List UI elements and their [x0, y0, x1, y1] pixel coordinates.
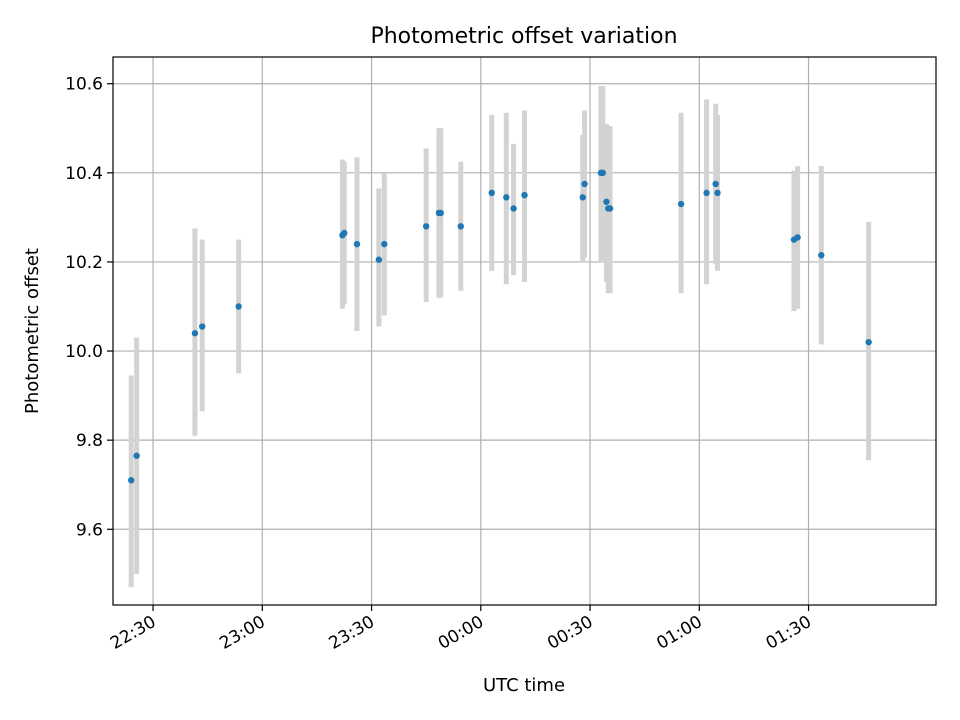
data-point [457, 223, 464, 230]
grid [113, 57, 936, 605]
chart-title: Photometric offset variation [370, 24, 677, 49]
data-point [199, 323, 206, 330]
y-axis: 9.6 9.8 10.0 10.2 10.4 10.6 [65, 75, 113, 540]
data-points [128, 169, 872, 484]
data-point [794, 234, 801, 241]
y-tick-label: 10.6 [65, 75, 103, 95]
data-point [818, 252, 825, 259]
y-tick-label: 10.2 [65, 253, 103, 273]
data-point [865, 338, 872, 346]
data-point [375, 256, 383, 263]
y-tick-label: 9.6 [76, 520, 103, 540]
data-point [703, 189, 710, 197]
plot-frame [112, 56, 937, 606]
data-point [128, 477, 135, 484]
data-point [603, 198, 610, 205]
y-tick-label: 10.0 [65, 342, 103, 362]
data-point [133, 452, 140, 459]
data-point [503, 194, 510, 201]
data-point [579, 194, 586, 201]
y-tick-label: 10.4 [65, 164, 103, 184]
data-point [714, 189, 721, 197]
data-point [341, 229, 348, 237]
data-point [422, 223, 430, 230]
y-tick-label: 9.8 [76, 431, 103, 451]
data-point [235, 303, 242, 310]
data-point [712, 180, 719, 188]
data-point [437, 209, 444, 217]
data-point [488, 189, 495, 197]
data-point [510, 205, 517, 212]
data-point [521, 191, 528, 199]
data-point [191, 330, 199, 337]
data-point [677, 200, 685, 208]
y-axis-label: Photometric offset [22, 248, 43, 414]
data-point [381, 240, 388, 248]
data-point [599, 169, 606, 177]
x-axis-label: UTC time [483, 675, 565, 696]
data-point [581, 180, 588, 188]
data-point [353, 240, 361, 248]
data-point [606, 205, 614, 212]
